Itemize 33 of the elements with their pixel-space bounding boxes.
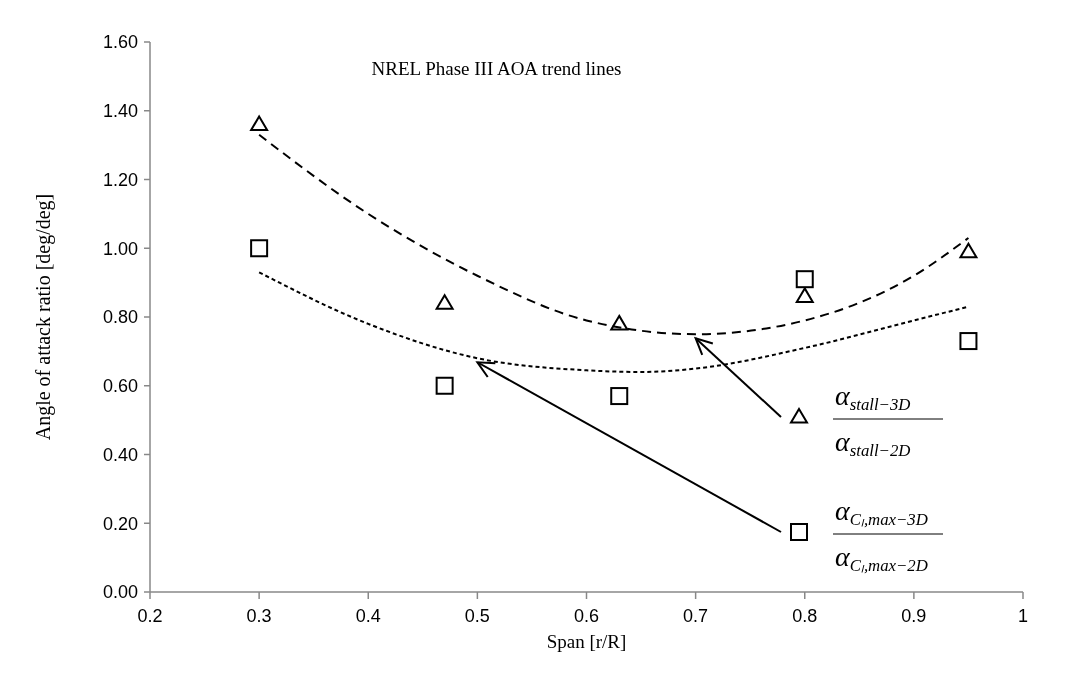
legend-label: α$_{Cₗ,max−3D}$ α$_{Cₗ,max−2D}$ xyxy=(835,495,928,576)
y-tick-label: 1.00 xyxy=(102,238,138,259)
y-tick-label: 1.60 xyxy=(102,32,138,53)
x-tick-label: 1 xyxy=(1017,606,1029,626)
x-tick-label: 0.6 xyxy=(573,606,600,626)
x-tick-label: 0.3 xyxy=(246,606,272,626)
point xyxy=(795,287,814,303)
x-tick-label: 0.7 xyxy=(683,606,709,626)
point xyxy=(959,332,978,351)
x-tick-label: 0.5 xyxy=(464,606,490,626)
x-tick-label: 0.9 xyxy=(901,606,927,626)
y-tick-label: 1.20 xyxy=(102,169,138,190)
x-axis-title: Span [r/R] xyxy=(546,631,627,652)
point xyxy=(250,239,269,258)
point xyxy=(959,242,978,259)
point xyxy=(795,270,814,289)
y-tick-label: 0.20 xyxy=(102,513,138,534)
point xyxy=(435,294,454,310)
point xyxy=(610,387,629,406)
y-axis-title: Angle of attack ratio [deg/deg] xyxy=(32,193,55,441)
legend-label: α$_{stall−3D}$ α$_{stall−2D}$ xyxy=(835,380,911,461)
x-tick-label: 0.2 xyxy=(137,606,163,626)
y-tick-label: 0.80 xyxy=(102,307,138,328)
y-tick-label: 0.40 xyxy=(102,444,138,465)
x-tick-label: 0.8 xyxy=(792,606,818,626)
text: NREL Phase III AOA trend lines xyxy=(371,58,622,79)
y-tick-label: 0.60 xyxy=(102,376,138,397)
y-tick-label: 0.00 xyxy=(102,582,138,603)
point xyxy=(250,115,269,132)
x-tick-label: 0.4 xyxy=(355,606,381,626)
y-tick-label: 1.40 xyxy=(102,101,138,122)
line-series xyxy=(258,133,970,336)
point xyxy=(435,376,454,395)
